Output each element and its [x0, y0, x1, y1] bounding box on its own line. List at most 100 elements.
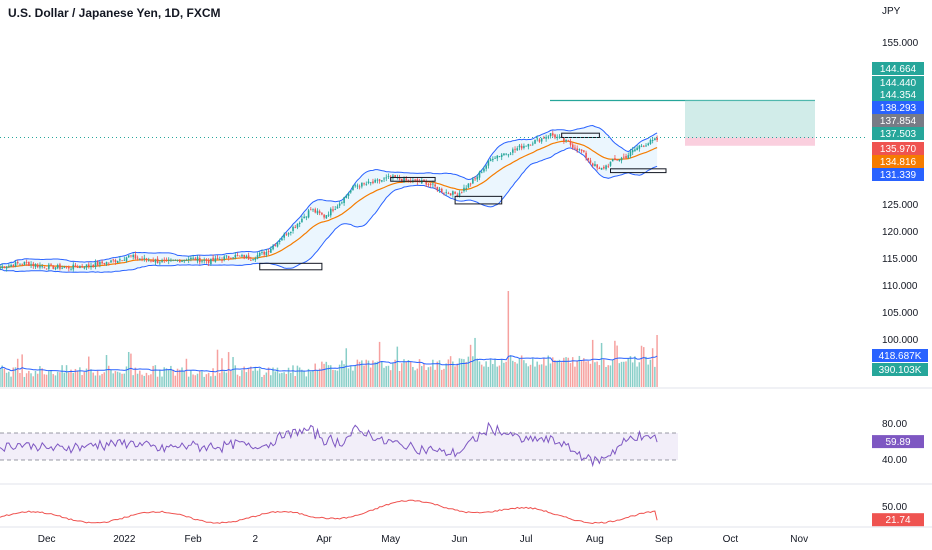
candle-body: [12, 264, 15, 267]
volume-bar: [81, 375, 83, 387]
volume-bar: [0, 368, 1, 387]
candle-body: [196, 257, 199, 262]
volume-bar: [418, 359, 421, 387]
volume-bar: [232, 357, 234, 387]
candle-body: [234, 255, 237, 258]
candle-body: [549, 133, 552, 137]
volume-bar: [554, 360, 556, 387]
volume-bar: [161, 376, 163, 387]
candle-body: [518, 145, 521, 148]
candle-body: [603, 166, 605, 169]
candle-body: [587, 157, 590, 160]
candle-body: [59, 264, 61, 269]
volume-bar: [36, 373, 39, 387]
candle-body: [307, 210, 310, 218]
volume-bar: [363, 365, 365, 387]
volume-bar: [405, 361, 407, 387]
candle-body: [72, 264, 75, 270]
volume-bar: [225, 372, 228, 387]
candle-body: [631, 150, 634, 153]
candle-body: [119, 259, 121, 261]
candle-body: [454, 192, 456, 194]
volume-bar: [567, 357, 570, 387]
volume-bar: [50, 370, 52, 387]
volume-bar: [469, 344, 472, 387]
volume-bar: [443, 368, 445, 387]
candle-body: [65, 266, 68, 268]
volume-bar: [290, 372, 292, 387]
volume-bar: [376, 361, 379, 387]
candle-body: [645, 145, 647, 147]
candle-body: [580, 149, 583, 152]
candle-body: [485, 165, 487, 169]
volume-bar: [598, 365, 601, 387]
volume-bar: [48, 371, 50, 387]
candle-body: [199, 257, 201, 263]
volume-bar: [310, 371, 312, 387]
candle-body: [323, 214, 325, 218]
volume-bar: [107, 365, 110, 387]
candle-body: [283, 234, 285, 238]
volume-bar: [323, 363, 325, 387]
volume-bar: [190, 370, 192, 387]
candle-body: [8, 265, 10, 267]
candle-body: [629, 151, 632, 157]
volume-bar: [221, 358, 223, 387]
volume-bar: [318, 368, 321, 387]
volume-bar: [5, 372, 8, 387]
candle-body: [447, 193, 450, 194]
candle-body: [88, 264, 90, 267]
volume-bar: [518, 358, 521, 387]
candle-body: [34, 264, 37, 267]
candle-body: [63, 267, 66, 269]
volume-bar: [649, 359, 652, 387]
candle-body: [25, 261, 28, 263]
x-tick-label: Oct: [723, 534, 739, 545]
volume-bar: [203, 376, 205, 387]
candle-body: [281, 238, 283, 241]
volume-bar: [489, 358, 492, 387]
candle-body: [516, 148, 519, 151]
volume-bar: [8, 371, 10, 387]
volume-bar: [41, 368, 43, 387]
volume-bar: [258, 368, 261, 387]
volume-bar: [614, 340, 616, 387]
candle-body: [503, 153, 505, 156]
volume-bar: [163, 367, 165, 387]
candle-body: [385, 177, 388, 179]
candle-body: [352, 186, 354, 191]
candle-body: [329, 208, 332, 216]
volume-bar: [281, 372, 283, 387]
volume-bar: [112, 373, 114, 387]
volume-bar: [272, 367, 274, 387]
volume-bar: [12, 367, 15, 387]
volume-bar: [327, 365, 330, 387]
volume-bar: [509, 355, 512, 387]
candle-body: [367, 181, 370, 183]
candle-body: [345, 195, 348, 198]
volume-bar: [134, 367, 137, 387]
candle-body: [101, 261, 103, 264]
moving-average-line: [0, 140, 658, 268]
candle-body: [594, 164, 596, 167]
candle-body: [214, 258, 217, 262]
volume-bar: [3, 368, 6, 387]
volume-bar: [361, 360, 363, 387]
candle-body: [654, 138, 656, 141]
candle-body: [154, 259, 157, 263]
volume-bar: [88, 356, 90, 387]
volume-bar: [396, 346, 399, 387]
candle-body: [45, 268, 48, 270]
volume-bar: [427, 367, 430, 387]
candle-body: [112, 259, 115, 261]
candle-body: [70, 268, 72, 270]
candle-body: [36, 265, 39, 268]
candle-body: [161, 260, 163, 262]
volume-bar: [629, 356, 632, 387]
volume-bar: [145, 372, 148, 387]
price-badge-label: 137.503: [880, 129, 917, 140]
volume-bar: [414, 370, 416, 387]
price-badge-label: 137.854: [880, 116, 917, 127]
volume-bar: [440, 369, 443, 387]
